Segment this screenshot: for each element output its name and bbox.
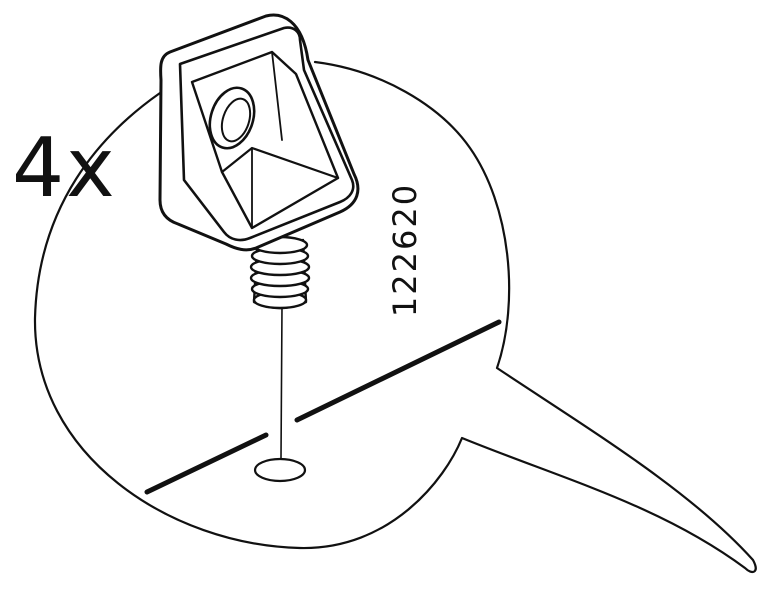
screw-thread bbox=[249, 235, 311, 310]
callout-bubble-outline bbox=[33, 60, 757, 574]
surface-edge-left bbox=[144, 432, 269, 495]
insertion-guide-line bbox=[280, 305, 283, 459]
quantity-label: 4x bbox=[12, 121, 117, 216]
surface-edge-right bbox=[294, 319, 502, 423]
pilot-hole bbox=[253, 457, 307, 483]
angle-bracket bbox=[158, 13, 360, 252]
part-number-label: 122620 bbox=[386, 182, 424, 318]
